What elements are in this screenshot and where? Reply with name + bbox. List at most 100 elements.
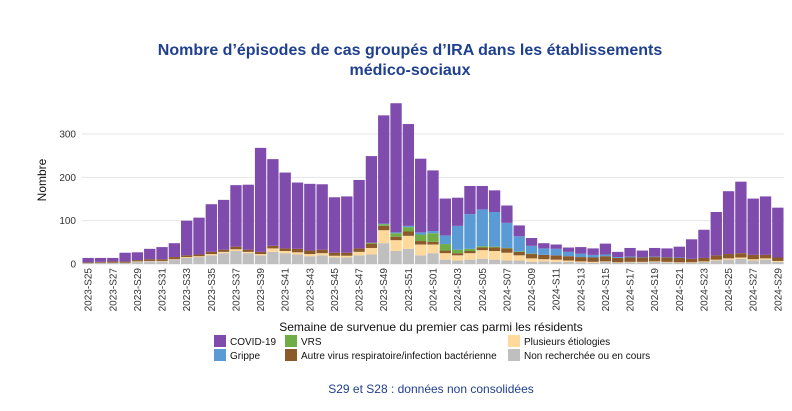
bar-segment <box>353 248 365 252</box>
bar-segment <box>304 256 316 264</box>
bar-segment <box>538 259 550 262</box>
bar-segment <box>513 251 525 256</box>
bar-segment <box>328 255 341 258</box>
bar-segment <box>427 233 439 242</box>
bar-segment <box>772 207 784 258</box>
x-tick-label: 2024-S07 <box>502 268 513 312</box>
bar-segment <box>341 257 353 264</box>
bar-segment <box>649 257 661 262</box>
bar-segment <box>772 261 784 264</box>
bar-segment <box>267 248 279 252</box>
bar-segment <box>513 260 525 264</box>
bar-segment <box>550 259 562 262</box>
bar-segment <box>464 253 476 260</box>
x-tick-label: 2023-S37 <box>231 268 242 312</box>
bar-segment <box>415 158 427 233</box>
bar-segment <box>390 232 402 234</box>
bar-segment <box>402 235 415 249</box>
bar-segment <box>107 262 119 264</box>
bar-segment <box>488 212 501 247</box>
bar-segment <box>205 251 217 255</box>
x-tick-label: 2024-S29 <box>773 268 784 312</box>
bar-segment <box>119 262 131 264</box>
bar-segment <box>525 245 538 254</box>
bar-segment <box>476 250 488 259</box>
bar-segment <box>710 260 722 264</box>
bar-segment <box>242 253 254 264</box>
bar-segment <box>217 199 230 250</box>
bar-segment <box>107 261 119 263</box>
bar-segment <box>759 196 772 255</box>
bar-segment <box>538 261 550 264</box>
bar-segment <box>476 209 488 247</box>
bar-segment <box>735 253 747 258</box>
bar-segment <box>575 257 587 262</box>
bar-segment <box>722 258 735 260</box>
bar-segment <box>230 246 242 250</box>
legend-label: VRS <box>301 337 322 348</box>
bar-segment <box>242 249 254 252</box>
x-tick-label: 2024-S15 <box>601 268 612 312</box>
bar-segment <box>513 236 525 252</box>
bar-segment <box>612 262 624 264</box>
bar-segment <box>205 255 217 264</box>
bar-segment <box>304 250 316 255</box>
y-axis-title: Nombre <box>35 158 49 201</box>
bar-segment <box>94 262 107 264</box>
bar-segment <box>735 257 747 259</box>
bar-segment <box>267 159 279 246</box>
bar-segment <box>267 251 279 264</box>
bar-segment <box>587 262 599 264</box>
bar-segment <box>279 253 291 264</box>
bar-segment <box>587 254 599 258</box>
legend-label: Non recherchée ou en cours <box>524 351 650 362</box>
bar-segment <box>451 255 464 261</box>
bar-segment <box>612 257 624 263</box>
bar-segment <box>402 227 415 232</box>
bar-segment <box>168 257 181 260</box>
x-tick-label: 2024-S11 <box>552 268 563 311</box>
bar-segment <box>316 255 328 264</box>
bar-segment <box>772 257 784 261</box>
bar-segment <box>341 255 353 258</box>
bar-segment <box>747 259 759 261</box>
legend-label: Plusieurs étiologies <box>524 337 610 348</box>
bar-segment <box>131 261 144 264</box>
bar-segment <box>538 243 550 249</box>
bar-segment <box>587 257 599 262</box>
x-tick-label: 2023-S33 <box>182 268 193 312</box>
bar-segment <box>747 254 759 260</box>
bar-segment <box>156 259 168 261</box>
bar-segment <box>501 205 513 223</box>
bar-segment <box>365 243 378 248</box>
legend-label: Grippe <box>230 351 260 362</box>
bar-segment <box>673 246 685 258</box>
bar-segment <box>488 259 501 264</box>
bar-segment <box>254 254 267 256</box>
bar-segment <box>451 225 464 250</box>
x-tick-label: 2024-S03 <box>453 268 464 312</box>
bar-segment <box>353 255 365 264</box>
legend-swatch <box>214 349 226 361</box>
bar-segment <box>698 261 710 264</box>
bar-segment <box>488 251 501 260</box>
bar-segment <box>464 248 476 251</box>
bar-segment <box>205 204 217 252</box>
x-tick-label: 2024-S27 <box>749 268 760 312</box>
bar-segment <box>525 254 538 259</box>
bar-segment <box>513 225 525 237</box>
legend-swatch <box>508 349 520 361</box>
chart-title-line-2: médico-sociaux <box>350 62 471 79</box>
bar-segment <box>587 248 599 255</box>
bar-segment <box>599 256 612 262</box>
x-tick-label: 2023-S25 <box>84 268 95 312</box>
bar-segment <box>735 258 747 264</box>
x-tick-label: 2023-S49 <box>379 268 390 312</box>
bar-segment <box>205 254 217 256</box>
bar-segment <box>402 248 415 264</box>
bar-segment <box>168 259 181 264</box>
x-tick-label: 2023-S47 <box>355 268 366 312</box>
bar-segment <box>451 260 464 264</box>
bar-segment <box>131 252 144 261</box>
